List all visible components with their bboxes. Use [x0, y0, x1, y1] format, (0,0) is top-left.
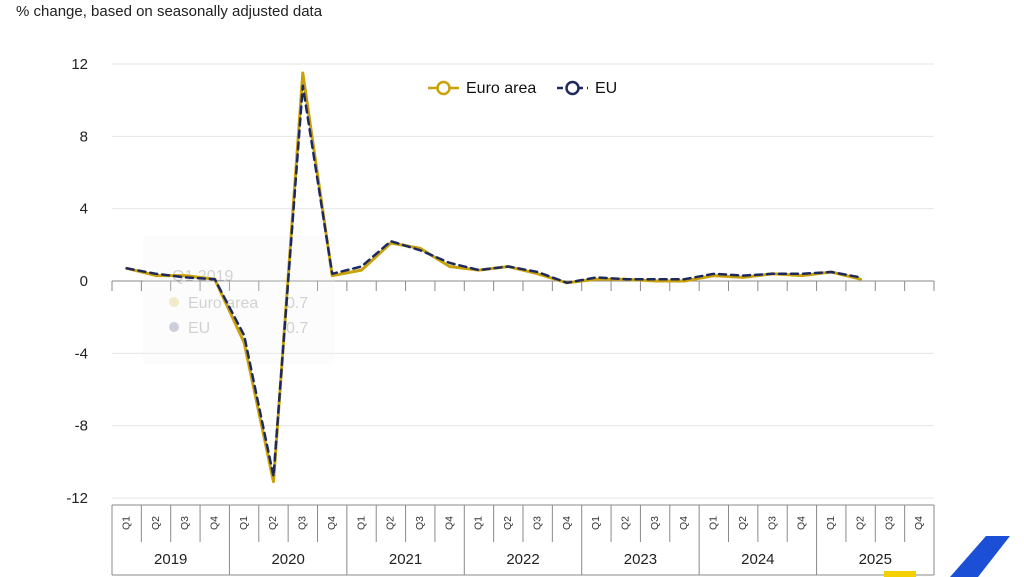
legend-eu-label: EU [595, 80, 617, 97]
decorative-corner [884, 536, 1010, 577]
y-tick-label: -12 [66, 490, 88, 507]
x-tick-quarter: Q4 [561, 516, 573, 530]
x-tick-quarter: Q1 [473, 516, 485, 530]
x-tick-quarter: Q2 [502, 516, 514, 530]
y-tick-label: 4 [80, 201, 88, 218]
x-tick-quarter: Q2 [620, 516, 632, 530]
corner-yellow-block [884, 571, 916, 577]
legend-item-euro-area[interactable]: Euro area [428, 80, 536, 97]
legend-item-eu[interactable]: EU [557, 80, 617, 97]
series-lines [125, 71, 863, 484]
x-tick-quarter: Q3 [766, 516, 778, 530]
y-axis-ticks: 12 8 4 0 -4 -8 -12 [66, 56, 88, 507]
x-tick-quarter: Q3 [884, 516, 896, 530]
x-tick-year: 2023 [624, 551, 657, 568]
legend-eu-marker [565, 80, 580, 96]
series-line-eu [125, 84, 862, 478]
x-tick-quarter: Q2 [267, 516, 279, 530]
x-tick-quarter: Q1 [825, 516, 837, 530]
x-tick-quarter: Q2 [385, 516, 397, 530]
tooltip-box [143, 236, 335, 364]
y-tick-label: 12 [71, 56, 88, 73]
y-tick-label: 8 [80, 128, 88, 145]
x-tick-year: 2021 [389, 551, 422, 568]
x-tick-quarter: Q3 [414, 516, 426, 530]
x-tick-year: 2024 [741, 551, 774, 568]
x-tick-quarter: Q4 [796, 516, 808, 530]
legend[interactable]: Euro area EU [428, 80, 617, 97]
x-tick-quarter: Q1 [708, 516, 720, 530]
x-tick-quarter: Q1 [238, 516, 250, 530]
x-tick-quarter: Q3 [531, 516, 543, 530]
x-tick-quarter: Q1 [355, 516, 367, 530]
x-tick-year: 2022 [506, 551, 539, 568]
x-tick-quarter: Q4 [443, 516, 455, 530]
x-tick-quarter: Q2 [150, 516, 162, 530]
corner-blue-stripe [950, 536, 1010, 577]
y-tick-label: -8 [75, 418, 88, 435]
tooltip-euro-area-label: Euro area [188, 295, 258, 312]
y-tick-label: 0 [80, 273, 88, 290]
x-tick-quarter: Q4 [913, 516, 925, 530]
legend-euro-area-marker [436, 80, 451, 96]
x-tick-quarter: Q4 [326, 516, 338, 530]
tooltip-euro-area-dot [169, 297, 179, 307]
x-tick-quarter: Q3 [179, 516, 191, 530]
x-tick-quarter: Q2 [737, 516, 749, 530]
tooltip-euro-area-value: 0.7 [286, 295, 308, 312]
x-tick-quarter: Q1 [120, 516, 132, 530]
legend-euro-area-label: Euro area [466, 80, 536, 97]
hover-tooltip: Q1 2019 Euro area 0.7 EU 0.7 [143, 236, 335, 364]
tooltip-eu-dot [169, 322, 179, 332]
x-tick-quarter: Q2 [854, 516, 866, 530]
x-tick-quarter: Q4 [209, 516, 221, 530]
x-tick-quarter: Q3 [297, 516, 309, 530]
x-tick-year: 2019 [154, 551, 187, 568]
x-tick-year: 2020 [271, 551, 304, 568]
x-axis: Q1 Q2 Q3 Q4 Q1 Q2 Q3 Q4 Q1 Q2 Q3 Q4 Q1 Q2 Q3 Q4 Q1 Q2 Q3 Q4… [111, 504, 935, 576]
x-tick-quarter: Q3 [649, 516, 661, 530]
tooltip-eu-value: 0.7 [286, 320, 308, 337]
chart-subtitle: % change, based on seasonally adjusted d… [16, 3, 323, 20]
x-tick-quarter: Q4 [678, 516, 690, 530]
x-tick-year: 2025 [859, 551, 892, 568]
tooltip-eu-label: EU [188, 320, 210, 337]
y-tick-label: -4 [75, 345, 88, 362]
x-tick-quarter: Q1 [590, 516, 602, 530]
grid-lines [111, 63, 935, 499]
